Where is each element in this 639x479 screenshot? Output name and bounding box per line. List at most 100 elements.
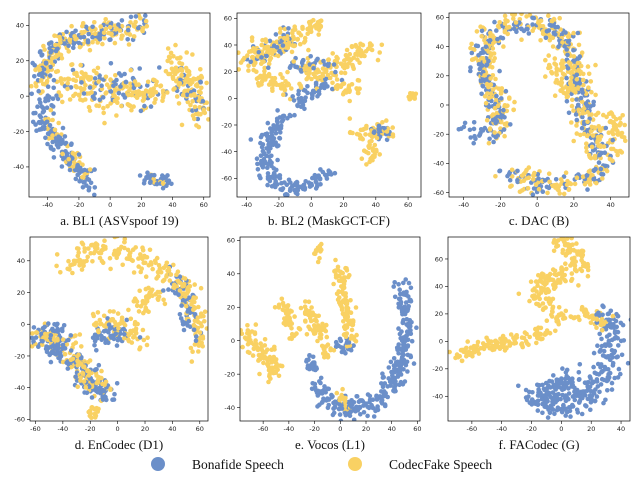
bonafide-point <box>46 321 51 326</box>
codecfake-point <box>177 55 182 61</box>
codecfake-point <box>292 314 297 319</box>
bonafide-point <box>309 362 315 368</box>
bonafide-point <box>275 108 280 113</box>
codecfake-point <box>75 384 80 390</box>
bonafide-point <box>81 91 87 96</box>
bonafide-point <box>282 180 287 185</box>
codecfake-point <box>292 332 298 338</box>
codecfake-point <box>116 325 121 331</box>
codecfake-point <box>94 373 99 378</box>
bonafide-point <box>329 172 334 177</box>
codecfake-point <box>100 41 105 47</box>
bonafide-point <box>176 292 181 298</box>
codecfake-point <box>347 87 352 93</box>
bonafide-point <box>51 77 57 83</box>
y-tick-label: -60 <box>221 175 232 183</box>
bonafide-point <box>76 40 82 46</box>
codecfake-point <box>80 23 85 29</box>
codecfake-point <box>128 67 134 73</box>
codecfake-point <box>607 111 612 117</box>
bonafide-point <box>544 404 549 409</box>
codecfake-point <box>199 85 204 91</box>
codecfake-point <box>544 318 550 324</box>
bonafide-point <box>576 377 582 383</box>
codecfake-point <box>511 107 516 113</box>
bonafide-point <box>116 22 121 27</box>
codecfake-point <box>96 79 101 84</box>
codecfake-point <box>153 89 159 95</box>
codecfake-point <box>578 266 583 272</box>
codecfake-point <box>503 17 508 23</box>
codecfake-point <box>343 52 349 58</box>
bonafide-point <box>275 157 280 163</box>
codecfake-point <box>89 90 94 95</box>
bonafide-point <box>186 295 192 301</box>
bonafide-point <box>293 187 299 193</box>
codecfake-point <box>289 49 295 55</box>
bonafide-point <box>550 407 556 412</box>
bonafide-point <box>535 408 541 413</box>
bonafide-point <box>60 346 65 351</box>
codecfake-point <box>252 330 258 335</box>
codecfake-point <box>258 341 264 346</box>
codecfake-point <box>565 89 571 95</box>
codecfake-point <box>181 281 187 287</box>
x-tick-label: 40 <box>388 425 396 433</box>
x-tick-label: -40 <box>241 201 252 209</box>
codecfake-point <box>558 177 564 182</box>
codecfake-point <box>191 307 196 313</box>
bonafide-point <box>593 387 598 392</box>
codecfake-point <box>543 57 548 63</box>
bonafide-point <box>76 152 82 157</box>
codecfake-point <box>601 321 607 327</box>
codecfake-point <box>540 307 546 313</box>
codecfake-point <box>574 175 580 180</box>
codecfake-point <box>353 305 359 310</box>
codecfake-point <box>138 304 144 309</box>
bonafide-point <box>397 382 402 388</box>
bonafide-point <box>478 78 484 84</box>
bonafide-point <box>566 391 572 396</box>
x-tick-label: -20 <box>526 425 537 433</box>
codecfake-point <box>349 333 354 339</box>
codecfake-point <box>114 113 119 118</box>
codecfake-point <box>171 285 177 290</box>
bonafide-point <box>133 14 139 19</box>
bonafide-point <box>570 422 575 427</box>
codecfake-point <box>576 86 581 91</box>
bonafide-point <box>516 383 521 389</box>
bonafide-point <box>566 386 571 391</box>
bonafide-point <box>515 168 520 174</box>
codecfake-point <box>339 307 345 313</box>
codecfake-point <box>570 88 576 93</box>
codecfake-point <box>89 415 94 421</box>
codecfake-point <box>245 323 250 328</box>
bonafide-point <box>274 167 279 173</box>
codecfake-point <box>198 67 203 72</box>
codecfake-point <box>333 85 339 90</box>
codecfake-point <box>490 112 496 117</box>
bonafide-point <box>555 377 560 383</box>
bonafide-point <box>544 386 550 391</box>
codecfake-point <box>604 168 610 174</box>
codecfake-point <box>349 82 355 87</box>
codecfake-point <box>579 257 584 263</box>
codecfake-point <box>108 101 113 106</box>
codecfake-point <box>179 122 185 128</box>
codecfake-point <box>513 20 519 25</box>
codecfake-point <box>69 23 74 29</box>
codecfake-point <box>412 94 417 100</box>
bonafide-point <box>379 397 385 403</box>
bonafide-point <box>273 32 279 37</box>
codecfake-point <box>228 61 233 66</box>
codecfake-point <box>129 107 134 113</box>
bonafide-point <box>68 348 74 353</box>
bonafide-point <box>54 93 59 98</box>
codecfake-point <box>307 315 313 321</box>
bonafide-point <box>96 362 102 368</box>
bonafide-point <box>529 397 535 402</box>
codecfake-point <box>522 330 528 335</box>
codecfake-point <box>502 340 507 345</box>
codecfake-point <box>601 144 607 149</box>
codecfake-point <box>176 101 182 106</box>
